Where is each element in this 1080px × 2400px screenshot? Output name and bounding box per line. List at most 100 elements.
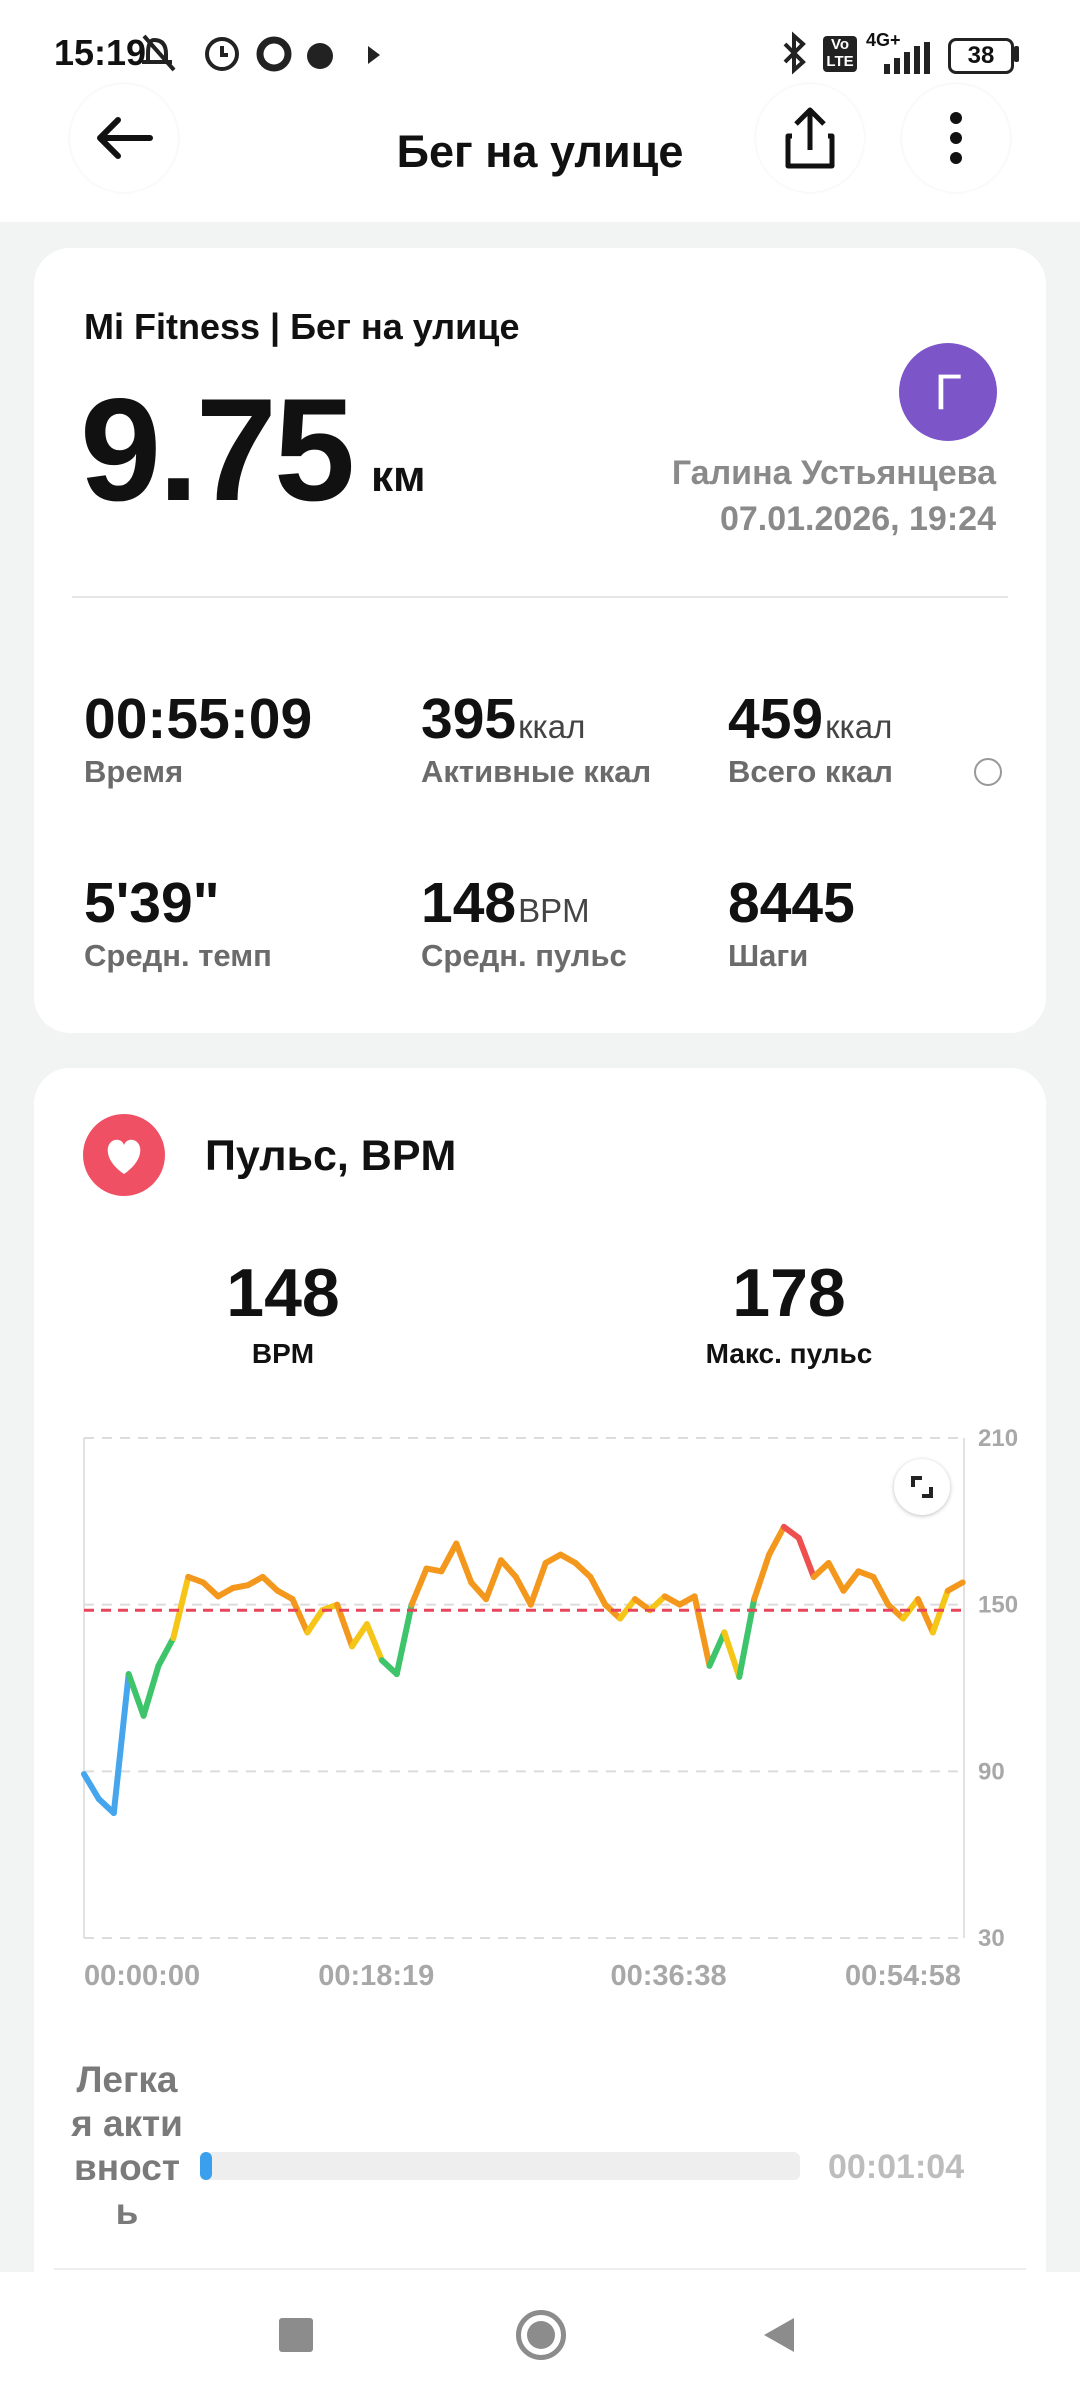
heart-rate-segment <box>691 1593 713 1669</box>
distance: 9.75 <box>80 368 355 531</box>
heart-rate-segment <box>840 1568 862 1594</box>
heart-rate-segment <box>363 1621 385 1664</box>
user-name: Галина Устьянцева <box>671 454 996 492</box>
signal-icon <box>884 42 930 74</box>
back-button[interactable] <box>70 84 178 192</box>
heart-icon <box>83 1114 165 1196</box>
menu-button[interactable] <box>902 84 1010 192</box>
info-icon[interactable] <box>974 758 1002 786</box>
network-type: 4G+ <box>866 30 901 50</box>
zone-fill <box>200 2152 212 2180</box>
zone-time: 00:01:04 <box>828 2148 965 2186</box>
stat-number: 459 <box>728 687 824 751</box>
heart-rate-segment <box>289 1596 311 1636</box>
heart-rate-segment <box>751 1551 773 1603</box>
stat-number: 148 <box>421 871 517 935</box>
heart-rate-segment <box>944 1579 966 1594</box>
battery: 38 <box>948 38 1014 74</box>
source: Mi Fitness | Бег на улице <box>84 306 520 347</box>
x-tick-label: 00:54:58 <box>845 1960 961 1992</box>
divider <box>72 596 1008 598</box>
top-bar: 15:19 Vo LTE 4G+ 38 Бег на улице <box>0 0 1080 222</box>
heart-rate-segment <box>527 1560 549 1608</box>
avatar: Г <box>899 343 997 441</box>
stat-value: 00:55:09 <box>84 686 312 752</box>
heart-rate-segment <box>870 1573 892 1608</box>
heart-rate-segment <box>885 1601 907 1622</box>
heart-rate-segment <box>438 1540 460 1575</box>
avg-label: BPM <box>251 1338 315 1369</box>
back-nav-button[interactable] <box>758 2312 804 2358</box>
stat-label: Шаги <box>728 938 809 973</box>
stat-label: Всего ккал <box>728 754 893 789</box>
recents-button[interactable] <box>279 2318 313 2352</box>
y-tick-label: 150 <box>978 1592 1018 1619</box>
heart-glyph <box>107 1139 141 1174</box>
heart-rate-segment <box>81 1771 102 1803</box>
heart-rate-segment <box>408 1565 430 1608</box>
stat-value: 148BPM <box>421 870 590 936</box>
max-value: 178 <box>732 1255 846 1331</box>
heart-rate-chart: 30 90 150 210 00:00:00 00:18:19 00:36:38 00:54:… <box>81 1425 1018 1992</box>
distance-unit: км <box>371 452 426 501</box>
heart-rate-segment <box>721 1629 743 1680</box>
volte-badge: Vo LTE <box>823 36 857 72</box>
clock: 15:19 <box>54 32 147 73</box>
share-button[interactable] <box>756 84 864 192</box>
back-arrow <box>97 117 153 159</box>
heart-rate-segment <box>393 1601 415 1678</box>
stat-unit: ккал <box>825 708 893 745</box>
nav-bar <box>0 2272 1080 2400</box>
battery-tip <box>1014 46 1019 62</box>
heart-rate-segment <box>125 1671 147 1719</box>
heart-card: Пульс, BPM 148 BPM 178 Макс. пульс Легка… <box>34 1068 1046 2328</box>
stat-number: 00:55:09 <box>84 687 313 751</box>
heart-rate-segment <box>512 1573 534 1608</box>
volte-bottom: LTE <box>826 53 854 70</box>
heart-rate-segment <box>200 1579 222 1600</box>
stat-unit: BPM <box>518 892 590 929</box>
volte-top: Vo <box>830 36 850 53</box>
heart-rate-segment <box>706 1629 728 1669</box>
heart-rate-segment <box>572 1560 594 1580</box>
heart-rate-segment <box>900 1596 921 1622</box>
heart-rate-segment <box>617 1596 639 1622</box>
stat-number: 8445 <box>728 871 855 935</box>
heart-rate-segment <box>110 1671 132 1816</box>
stat-value: 8445 <box>728 870 855 936</box>
heart-rate-segment <box>259 1573 281 1594</box>
share-icon <box>785 107 835 169</box>
stat-number: 395 <box>421 687 517 751</box>
stat-value: 459ккал <box>728 686 892 752</box>
expand-button[interactable] <box>894 1459 950 1515</box>
heart-rate-segment <box>632 1596 653 1614</box>
zone-label: Легкая активность <box>71 2059 183 2232</box>
menu-icon <box>950 112 962 164</box>
heart-rate-segment <box>780 1523 802 1541</box>
y-tick-label: 210 <box>978 1425 1018 1452</box>
max-label: Макс. пульс <box>705 1338 873 1369</box>
heart-rate-segment <box>587 1573 609 1608</box>
home-button[interactable] <box>516 2310 566 2360</box>
heart-rate-segment <box>646 1593 668 1614</box>
avg-value: 148 <box>226 1255 340 1331</box>
x-tick-label: 00:00:00 <box>84 1960 200 1992</box>
status-icons <box>142 34 380 72</box>
x-tick-label: 00:36:38 <box>610 1960 726 1992</box>
heart-rate-segment <box>468 1579 490 1603</box>
heart-rate-segment <box>140 1662 162 1719</box>
expand-icon <box>911 1476 933 1498</box>
heart-rate-segment <box>349 1621 370 1650</box>
stat-label: Средн. темп <box>84 938 272 973</box>
stats: 00:55:09 Время 395ккал Активные ккал 459ккал… <box>34 248 1046 1033</box>
heart-rate-segment <box>155 1635 177 1669</box>
x-tick-label: 00:18:19 <box>318 1960 434 1992</box>
stat-unit: ккал <box>518 708 586 745</box>
stat-label: Время <box>84 754 184 789</box>
datetime: 07.01.2026, 19:24 <box>719 500 996 538</box>
heart-rate-segment <box>497 1557 519 1580</box>
heart-rate-segment <box>825 1560 847 1594</box>
heart-rate-segment <box>453 1540 475 1586</box>
